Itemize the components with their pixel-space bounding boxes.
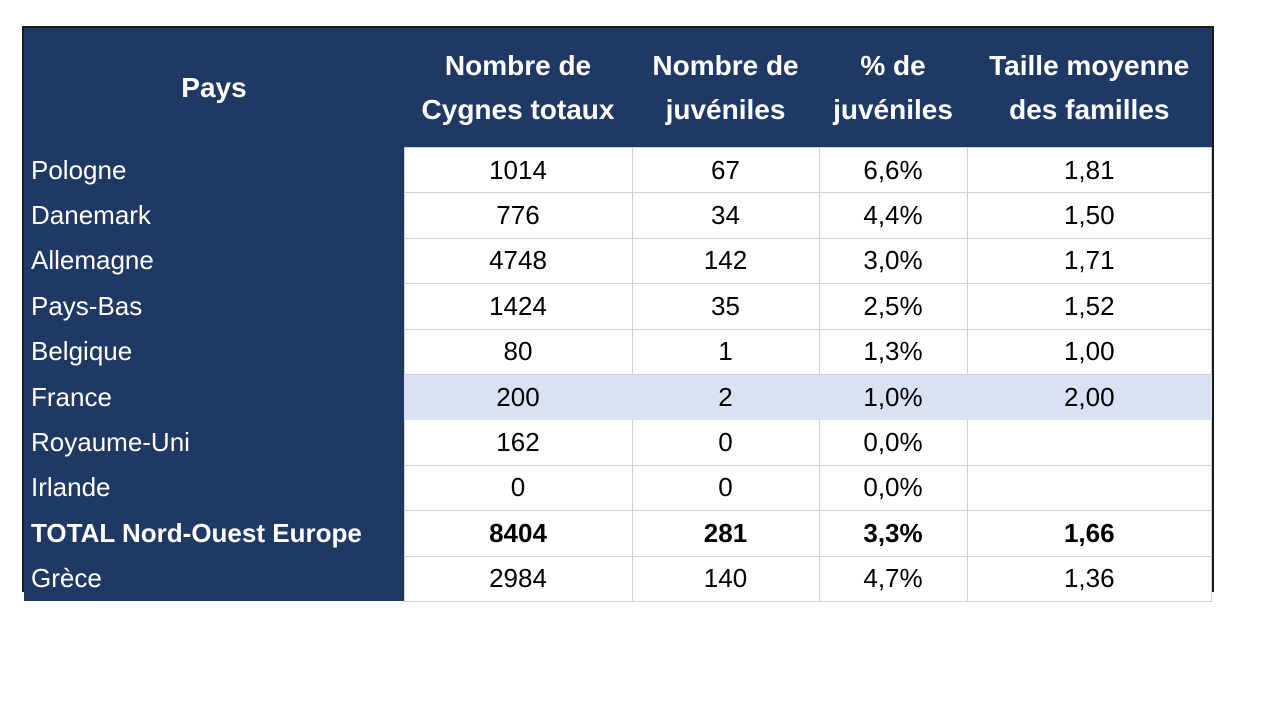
table-row: Belgique 80 1 1,3% 1,00 bbox=[24, 328, 1212, 375]
table-row: Danemark 776 34 4,4% 1,50 bbox=[24, 192, 1212, 239]
value-cell: 4,4% bbox=[818, 192, 968, 239]
value-cell: 1,36 bbox=[966, 555, 1212, 602]
country-cell: France bbox=[24, 374, 404, 420]
value-cell: 0 bbox=[631, 464, 820, 512]
value-cell: 1424 bbox=[403, 283, 633, 330]
value-cell: 0,0% bbox=[818, 464, 968, 512]
value-cell: 35 bbox=[631, 283, 820, 330]
value-cell: 1,52 bbox=[966, 283, 1212, 330]
column-header: Taille moyenne des familles bbox=[967, 28, 1212, 148]
value-cell: 4748 bbox=[403, 237, 633, 285]
value-cell bbox=[966, 419, 1212, 466]
table-row: TOTAL Nord-Ouest Europe 8404 281 3,3% 1,66 bbox=[24, 510, 1212, 557]
header-line: Pays bbox=[181, 71, 247, 103]
header-row: Pays Nombre de Cygnes totaux Nombre de juvén… bbox=[24, 28, 1212, 148]
country-cell: Allemagne bbox=[24, 238, 404, 284]
country-cell: Irlande bbox=[24, 465, 404, 511]
table-row: Royaume-Uni 162 0 0,0% bbox=[24, 419, 1212, 466]
value-cell: 281 bbox=[631, 510, 820, 557]
header-line: des familles bbox=[1009, 93, 1170, 125]
value-cell: 1,50 bbox=[966, 192, 1212, 239]
value-cell: 2,5% bbox=[818, 283, 968, 330]
table-body: Pologne 1014 67 6,6% 1,81 Danemark 776 34 4,4% 1,… bbox=[24, 146, 1212, 602]
column-header: % de juvéniles bbox=[819, 28, 967, 148]
table-row: France 200 2 1,0% 2,00 bbox=[24, 373, 1212, 421]
table-row: Pays-Bas 1424 35 2,5% 1,52 bbox=[24, 283, 1212, 330]
value-cell: 162 bbox=[403, 419, 633, 466]
value-cell: 4,7% bbox=[818, 555, 968, 602]
header-line: juvéniles bbox=[833, 93, 953, 125]
value-cell: 2 bbox=[631, 373, 820, 421]
country-cell: Pays-Bas bbox=[24, 283, 404, 330]
value-cell: 34 bbox=[631, 192, 820, 239]
value-cell: 67 bbox=[631, 146, 820, 194]
country-cell: Royaume-Uni bbox=[24, 419, 404, 466]
value-cell: 8404 bbox=[403, 510, 633, 557]
table-row: Allemagne 4748 142 3,0% 1,71 bbox=[24, 237, 1212, 285]
value-cell: 776 bbox=[403, 192, 633, 239]
value-cell: 1,00 bbox=[966, 328, 1212, 375]
value-cell: 80 bbox=[403, 328, 633, 375]
value-cell: 1014 bbox=[403, 146, 633, 194]
data-table: Pays Nombre de Cygnes totaux Nombre de juvén… bbox=[24, 28, 1212, 602]
column-header: Pays bbox=[24, 28, 404, 148]
value-cell: 2984 bbox=[403, 555, 633, 602]
value-cell: 0 bbox=[403, 464, 633, 512]
table-row: Grèce 2984 140 4,7% 1,36 bbox=[24, 555, 1212, 602]
header-line: Nombre de bbox=[652, 49, 799, 81]
header-line: Cygnes totaux bbox=[421, 93, 615, 125]
value-cell: 1,3% bbox=[818, 328, 968, 375]
table-container: Pays Nombre de Cygnes totaux Nombre de juvén… bbox=[22, 26, 1214, 602]
value-cell: 1 bbox=[631, 328, 820, 375]
value-cell: 0 bbox=[631, 419, 820, 466]
value-cell: 142 bbox=[631, 237, 820, 285]
country-cell: Grèce bbox=[24, 556, 404, 602]
value-cell: 6,6% bbox=[818, 146, 968, 194]
value-cell: 1,0% bbox=[818, 373, 968, 421]
value-cell: 3,0% bbox=[818, 237, 968, 285]
value-cell: 1,66 bbox=[966, 510, 1212, 557]
header-line: % de bbox=[860, 49, 926, 81]
header-line: juvéniles bbox=[665, 93, 786, 125]
table-row: Irlande 0 0 0,0% bbox=[24, 464, 1212, 512]
value-cell: 0,0% bbox=[818, 419, 968, 466]
value-cell: 140 bbox=[631, 555, 820, 602]
column-header: Nombre de juvéniles bbox=[632, 28, 819, 148]
header-line: Nombre de bbox=[444, 49, 592, 81]
country-cell: Belgique bbox=[24, 329, 404, 375]
value-cell: 1,81 bbox=[966, 146, 1212, 194]
country-cell: Pologne bbox=[24, 147, 404, 193]
value-cell: 2,00 bbox=[966, 373, 1212, 421]
value-cell bbox=[966, 464, 1212, 512]
value-cell: 3,3% bbox=[818, 510, 968, 557]
country-cell: TOTAL Nord-Ouest Europe bbox=[24, 510, 404, 557]
country-cell: Danemark bbox=[24, 192, 404, 239]
value-cell: 200 bbox=[403, 373, 633, 421]
table-row: Pologne 1014 67 6,6% 1,81 bbox=[24, 146, 1212, 194]
header-line: Taille moyenne bbox=[989, 49, 1190, 81]
value-cell: 1,71 bbox=[966, 237, 1212, 285]
column-header: Nombre de Cygnes totaux bbox=[404, 28, 632, 148]
